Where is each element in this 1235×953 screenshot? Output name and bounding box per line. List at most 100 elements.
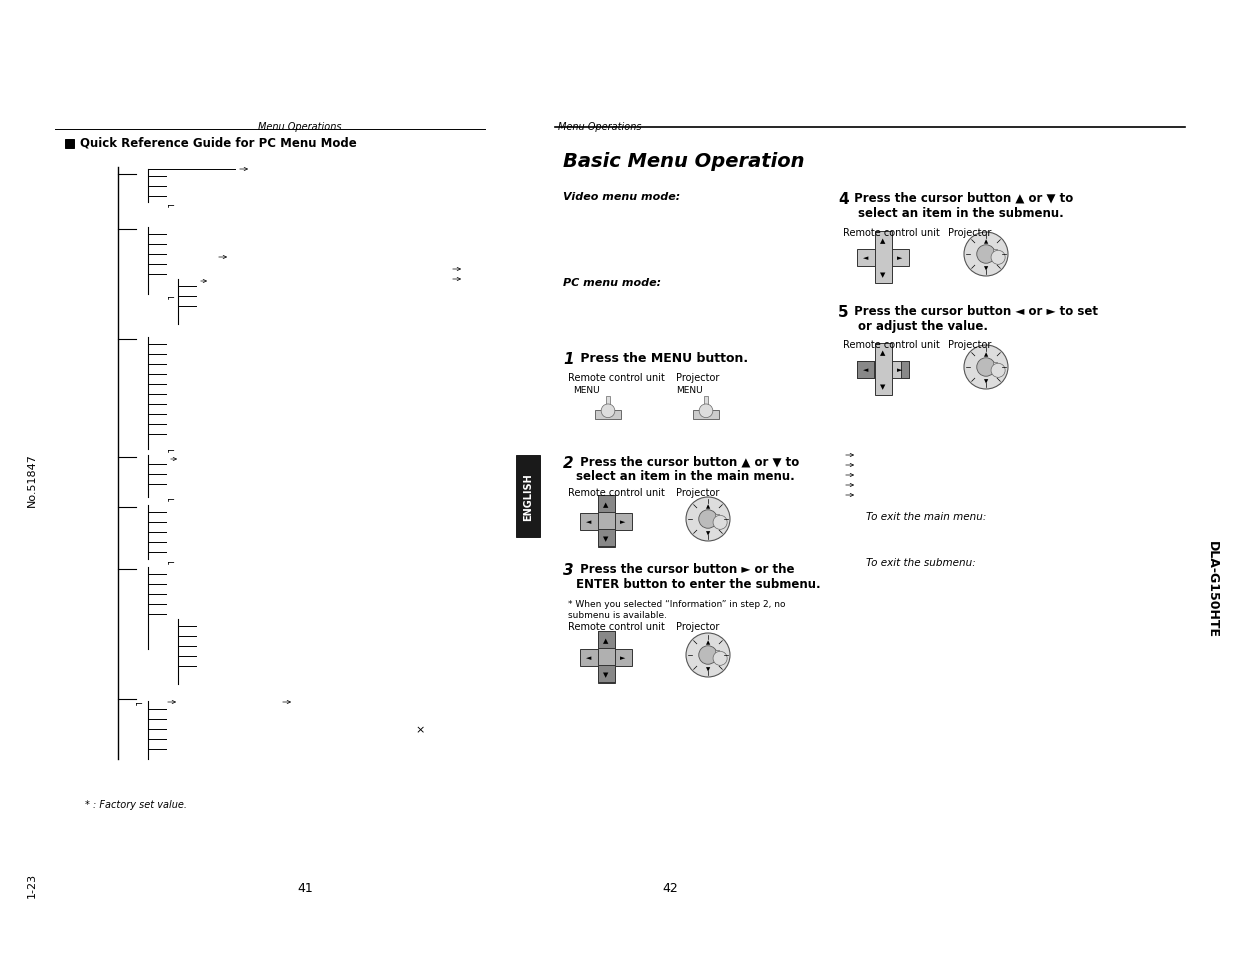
Text: ▲: ▲ xyxy=(604,501,609,508)
Circle shape xyxy=(601,404,615,418)
Bar xyxy=(516,456,540,537)
Bar xyxy=(598,496,615,513)
Bar xyxy=(606,397,610,412)
Bar xyxy=(598,496,615,547)
Bar xyxy=(902,361,909,378)
Text: ◄: ◄ xyxy=(587,518,592,524)
Text: DLA-G150HTE: DLA-G150HTE xyxy=(1205,541,1219,638)
Text: Press the cursor button ▲ or ▼ to: Press the cursor button ▲ or ▼ to xyxy=(850,192,1073,205)
Text: ENTER button to enter the submenu.: ENTER button to enter the submenu. xyxy=(576,578,820,590)
Text: select an item in the submenu.: select an item in the submenu. xyxy=(858,207,1063,220)
Text: MENU: MENU xyxy=(573,386,600,395)
Bar xyxy=(693,411,719,419)
Circle shape xyxy=(965,233,1008,276)
Bar xyxy=(65,140,74,149)
Text: ENGLISH: ENGLISH xyxy=(522,473,534,520)
Bar xyxy=(704,397,708,412)
Bar xyxy=(715,650,720,660)
Bar xyxy=(598,631,615,648)
Text: ▼: ▼ xyxy=(706,531,710,536)
Bar xyxy=(580,649,632,666)
Text: To exit the main menu:: To exit the main menu: xyxy=(866,512,987,521)
Text: ▼: ▼ xyxy=(984,378,988,384)
Text: ◄: ◄ xyxy=(863,367,868,373)
Text: Projector: Projector xyxy=(676,621,719,631)
Text: ▼: ▼ xyxy=(706,666,710,672)
Text: 42: 42 xyxy=(662,882,678,894)
Circle shape xyxy=(713,652,727,665)
Text: 3: 3 xyxy=(563,562,573,578)
Text: ⌐: ⌐ xyxy=(167,444,175,455)
Text: ▲: ▲ xyxy=(984,238,988,244)
Text: * : Factory set value.: * : Factory set value. xyxy=(85,800,186,809)
Text: Quick Reference Guide for PC Menu Mode: Quick Reference Guide for PC Menu Mode xyxy=(80,137,357,150)
Text: ►: ► xyxy=(620,655,626,660)
Bar xyxy=(857,250,909,267)
Text: Projector: Projector xyxy=(676,373,719,382)
Text: ×: × xyxy=(415,724,425,734)
Text: Remote control unit: Remote control unit xyxy=(568,488,664,497)
Text: 2: 2 xyxy=(563,456,573,471)
Text: No.51847: No.51847 xyxy=(27,453,37,506)
Text: Press the cursor button ◄ or ► to set: Press the cursor button ◄ or ► to set xyxy=(850,305,1098,317)
Bar xyxy=(857,361,909,378)
Bar xyxy=(598,530,615,546)
Text: ►: ► xyxy=(897,254,903,261)
Text: ▲: ▲ xyxy=(881,238,885,244)
Circle shape xyxy=(977,246,995,264)
Bar xyxy=(993,362,998,374)
Text: 41: 41 xyxy=(298,882,312,894)
Text: Remote control unit: Remote control unit xyxy=(568,373,664,382)
Text: ►: ► xyxy=(620,518,626,524)
Text: 1-23: 1-23 xyxy=(27,872,37,897)
Bar xyxy=(876,344,892,395)
Text: Menu Operations: Menu Operations xyxy=(558,122,641,132)
Text: Remote control unit: Remote control unit xyxy=(844,228,940,237)
Text: or adjust the value.: or adjust the value. xyxy=(858,319,988,333)
Text: ▼: ▼ xyxy=(984,266,988,271)
Text: ►: ► xyxy=(897,367,903,373)
Text: Video menu mode:: Video menu mode: xyxy=(563,192,680,202)
Text: ▲: ▲ xyxy=(706,639,710,644)
Text: To exit the submenu:: To exit the submenu: xyxy=(866,558,976,567)
Text: ▼: ▼ xyxy=(604,671,609,678)
Circle shape xyxy=(965,346,1008,390)
Text: 4: 4 xyxy=(839,192,848,207)
Bar xyxy=(993,250,998,260)
Circle shape xyxy=(977,358,995,376)
Bar xyxy=(598,665,615,682)
Text: ▼: ▼ xyxy=(881,272,885,277)
Text: ▲: ▲ xyxy=(706,503,710,508)
Text: Press the cursor button ▲ or ▼ to: Press the cursor button ▲ or ▼ to xyxy=(576,456,799,469)
Text: Projector: Projector xyxy=(676,488,719,497)
Circle shape xyxy=(699,404,713,418)
Bar xyxy=(598,631,615,683)
Text: ⌐: ⌐ xyxy=(167,557,175,566)
Circle shape xyxy=(699,510,718,529)
Text: ◄: ◄ xyxy=(863,254,868,261)
Text: Remote control unit: Remote control unit xyxy=(844,339,940,350)
Text: ⌐: ⌐ xyxy=(167,494,175,503)
Text: PC menu mode:: PC menu mode: xyxy=(563,277,661,288)
Text: Menu Operations: Menu Operations xyxy=(258,122,342,132)
Circle shape xyxy=(990,364,1005,378)
Text: select an item in the main menu.: select an item in the main menu. xyxy=(576,470,795,482)
Text: ▼: ▼ xyxy=(604,536,609,541)
Text: ▲: ▲ xyxy=(984,352,988,356)
Bar xyxy=(580,514,632,531)
Text: ▲: ▲ xyxy=(604,638,609,643)
Bar xyxy=(876,232,892,284)
Text: Remote control unit: Remote control unit xyxy=(568,621,664,631)
Text: Projector: Projector xyxy=(948,228,992,237)
Text: ▲: ▲ xyxy=(881,350,885,355)
Circle shape xyxy=(685,497,730,541)
Circle shape xyxy=(713,516,727,530)
Text: ▼: ▼ xyxy=(881,383,885,390)
Text: ⌐: ⌐ xyxy=(167,292,175,302)
Circle shape xyxy=(685,634,730,678)
Bar xyxy=(595,411,621,419)
Text: submenu is available.: submenu is available. xyxy=(568,610,667,619)
Text: ◄: ◄ xyxy=(587,655,592,660)
Text: * When you selected “Information” in step 2, no: * When you selected “Information” in ste… xyxy=(568,599,785,608)
Circle shape xyxy=(990,251,1005,265)
